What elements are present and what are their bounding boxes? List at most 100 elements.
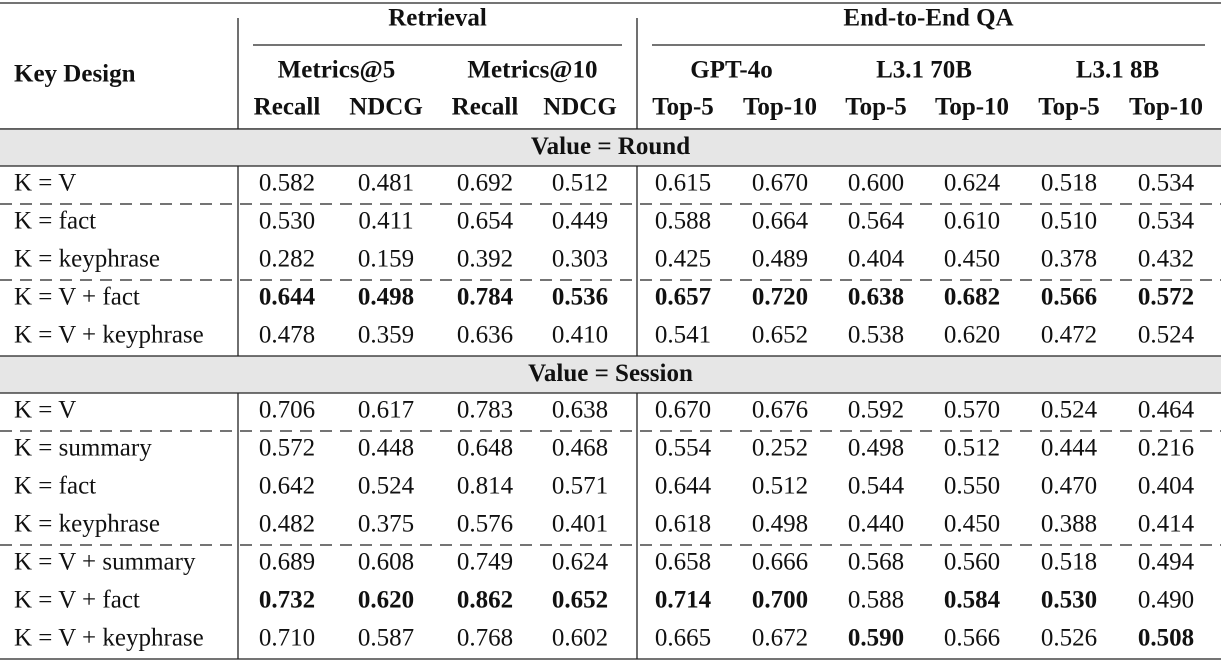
cell-value: 0.670 — [655, 397, 711, 424]
row-key: K = V + keyphrase — [14, 625, 204, 652]
cell-value: 0.378 — [1041, 246, 1097, 273]
cell-value: 0.672 — [752, 625, 808, 652]
cell-value: 0.624 — [944, 170, 1001, 197]
cell-value: 0.404 — [848, 246, 905, 273]
cell-value: 0.666 — [752, 549, 808, 576]
cell-value: 0.524 — [1041, 397, 1098, 424]
cell-value: 0.814 — [457, 473, 514, 500]
cell-value: 0.644 — [655, 473, 712, 500]
cell-value: 0.498 — [848, 435, 904, 462]
cell-value: 0.512 — [752, 473, 808, 500]
cell-value: 0.620 — [944, 322, 1000, 349]
column-header: Top-10 — [743, 94, 817, 121]
column-header: Recall — [452, 94, 519, 121]
cell-value: 0.464 — [1138, 397, 1195, 424]
cell-value: 0.536 — [552, 284, 608, 311]
subgroup-header: GPT-4o — [690, 57, 772, 84]
cell-value: 0.714 — [655, 587, 712, 614]
row-key: K = V + summary — [14, 549, 196, 576]
cell-value: 0.512 — [552, 170, 608, 197]
cell-value: 0.648 — [457, 435, 513, 462]
cell-value: 0.494 — [1138, 549, 1195, 576]
cell-value: 0.508 — [1138, 625, 1194, 652]
cell-value: 0.481 — [358, 170, 414, 197]
cell-value: 0.518 — [1041, 549, 1097, 576]
row-key: K = fact — [14, 208, 96, 235]
cell-value: 0.689 — [259, 549, 315, 576]
column-header: Top-10 — [1129, 94, 1203, 121]
cell-value: 0.638 — [848, 284, 904, 311]
cell-value: 0.440 — [848, 511, 904, 538]
key-design-header: Key Design — [14, 61, 136, 88]
cell-value: 0.541 — [655, 322, 711, 349]
cell-value: 0.568 — [848, 549, 904, 576]
cell-value: 0.303 — [552, 246, 608, 273]
cell-value: 0.216 — [1138, 435, 1194, 462]
section-band — [0, 356, 1221, 393]
column-header: Top-10 — [935, 94, 1009, 121]
cell-value: 0.642 — [259, 473, 315, 500]
cell-value: 0.658 — [655, 549, 711, 576]
cell-value: 0.482 — [259, 511, 315, 538]
cell-value: 0.534 — [1138, 170, 1195, 197]
cell-value: 0.432 — [1138, 246, 1194, 273]
cell-value: 0.550 — [944, 473, 1000, 500]
subgroup-header: Metrics@5 — [278, 57, 396, 84]
cell-value: 0.449 — [552, 208, 608, 235]
cell-value: 0.638 — [552, 397, 608, 424]
cell-value: 0.588 — [848, 587, 904, 614]
cell-value: 0.490 — [1138, 587, 1194, 614]
cell-value: 0.572 — [259, 435, 315, 462]
cell-value: 0.524 — [358, 473, 415, 500]
cell-value: 0.665 — [655, 625, 711, 652]
section-title: Value = Session — [528, 360, 693, 387]
cell-value: 0.498 — [358, 284, 414, 311]
cell-value: 0.444 — [1041, 435, 1098, 462]
cell-value: 0.692 — [457, 170, 513, 197]
row-key: K = keyphrase — [14, 511, 160, 538]
cell-value: 0.554 — [655, 435, 712, 462]
cell-value: 0.359 — [358, 322, 414, 349]
cell-value: 0.644 — [259, 284, 316, 311]
row-key: K = summary — [14, 435, 152, 462]
cell-value: 0.252 — [752, 435, 808, 462]
cell-value: 0.749 — [457, 549, 513, 576]
section-band — [0, 129, 1221, 166]
cell-value: 0.584 — [944, 587, 1001, 614]
cell-value: 0.572 — [1138, 284, 1194, 311]
cell-value: 0.530 — [259, 208, 315, 235]
cell-value: 0.404 — [1138, 473, 1195, 500]
cell-value: 0.592 — [848, 397, 904, 424]
column-header: NDCG — [543, 94, 617, 121]
cell-value: 0.617 — [358, 397, 414, 424]
cell-value: 0.570 — [944, 397, 1000, 424]
cell-value: 0.425 — [655, 246, 711, 273]
cell-value: 0.610 — [944, 208, 1000, 235]
cell-value: 0.410 — [552, 322, 608, 349]
cell-value: 0.652 — [752, 322, 808, 349]
cell-value: 0.526 — [1041, 625, 1097, 652]
cell-value: 0.375 — [358, 511, 414, 538]
cell-value: 0.784 — [457, 284, 514, 311]
cell-value: 0.414 — [1138, 511, 1195, 538]
cell-value: 0.582 — [259, 170, 315, 197]
cell-value: 0.615 — [655, 170, 711, 197]
cell-value: 0.652 — [552, 587, 608, 614]
cell-value: 0.590 — [848, 625, 904, 652]
cell-value: 0.602 — [552, 625, 608, 652]
cell-value: 0.468 — [552, 435, 608, 462]
cell-value: 0.510 — [1041, 208, 1097, 235]
column-header: Recall — [254, 94, 321, 121]
cell-value: 0.600 — [848, 170, 904, 197]
cell-value: 0.676 — [752, 397, 808, 424]
cell-value: 0.518 — [1041, 170, 1097, 197]
cell-value: 0.710 — [259, 625, 315, 652]
cell-value: 0.657 — [655, 284, 711, 311]
cell-value: 0.388 — [1041, 511, 1097, 538]
row-key: K = V + fact — [14, 284, 140, 311]
cell-value: 0.566 — [1041, 284, 1097, 311]
cell-value: 0.587 — [358, 625, 414, 652]
cell-value: 0.732 — [259, 587, 315, 614]
cell-value: 0.401 — [552, 511, 608, 538]
